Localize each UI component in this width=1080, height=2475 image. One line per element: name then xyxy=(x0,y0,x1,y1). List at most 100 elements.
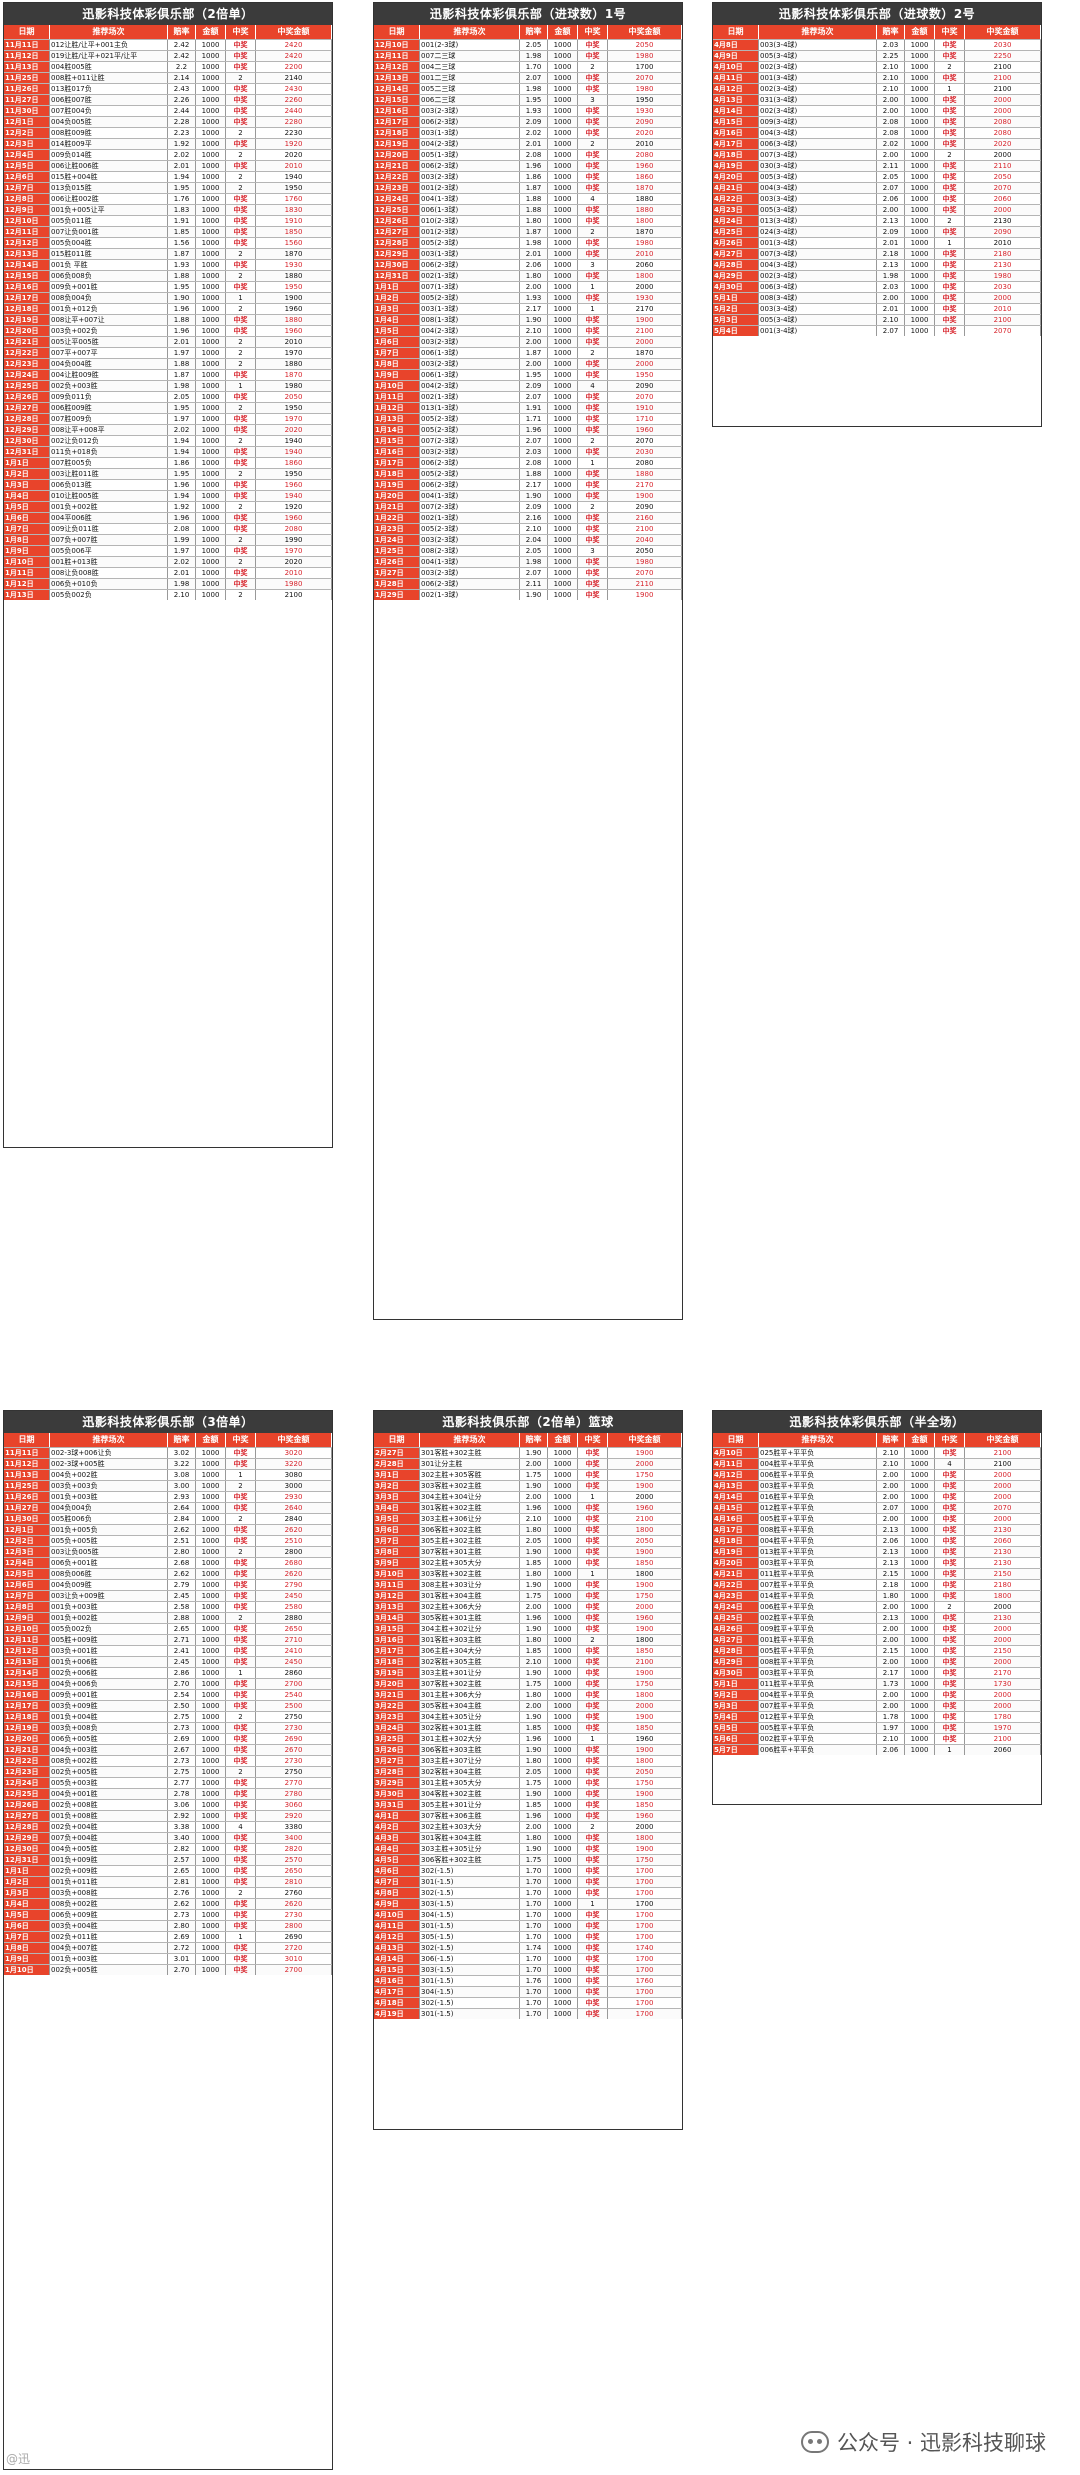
payout-cell: 2050 xyxy=(608,1767,682,1777)
table-body: 2月27日 301客胜+302主胜 1.90 1000 中奖 1900 2月28日 301让分… xyxy=(374,1447,682,2019)
match-cell: 002-3球+005胜 xyxy=(50,1459,168,1469)
table-row: 3月21日 301主胜+306大分 1.80 1000 中奖 1800 xyxy=(374,1689,682,1700)
date-cell: 12月16日 xyxy=(374,106,420,116)
amount-cell: 1000 xyxy=(905,172,935,182)
odds-cell: 2.01 xyxy=(520,249,548,259)
payout-cell: 1930 xyxy=(256,260,332,270)
amount-cell: 1000 xyxy=(548,568,578,578)
result-cell: 1 xyxy=(578,1492,608,1502)
payout-cell: 1880 xyxy=(256,271,332,281)
odds-cell: 3.02 xyxy=(168,1448,196,1458)
table-row: 12月8日 006让胜002胜 1.76 1000 中奖 1760 xyxy=(4,193,332,204)
result-cell: 1 xyxy=(578,1734,608,1744)
amount-cell: 1000 xyxy=(548,469,578,479)
date-cell: 4月17日 xyxy=(374,1987,420,1997)
payout-cell: 1730 xyxy=(965,1679,1041,1689)
table-row: 1月7日 002负+011胜 2.69 1000 1 2690 xyxy=(4,1931,332,1942)
amount-cell: 1000 xyxy=(548,370,578,380)
table-row: 12月11日 007二三球 1.98 1000 中奖 1980 xyxy=(374,50,682,61)
amount-cell: 1000 xyxy=(548,172,578,182)
amount-cell: 1000 xyxy=(905,1624,935,1634)
table-row: 3月1日 302主胜+305客胜 1.75 1000 中奖 1750 xyxy=(374,1469,682,1480)
odds-cell: 1.75 xyxy=(520,1855,548,1865)
date-cell: 11月11日 xyxy=(4,1448,50,1458)
match-cell: 002负+006胜 xyxy=(50,1668,168,1678)
amount-cell: 1000 xyxy=(196,1701,226,1711)
payout-cell: 2060 xyxy=(608,260,682,270)
table-row: 12月3日 014胜009平 1.92 1000 中奖 1920 xyxy=(4,138,332,149)
result-cell: 中奖 xyxy=(935,293,965,303)
result-cell: 中奖 xyxy=(226,458,256,468)
date-cell: 4月15日 xyxy=(713,1503,759,1513)
date-cell: 4月13日 xyxy=(374,1943,420,1953)
result-cell: 中奖 xyxy=(578,106,608,116)
match-cell: 011胜平+平平负 xyxy=(759,1569,877,1579)
amount-cell: 1000 xyxy=(548,205,578,215)
amount-cell: 1000 xyxy=(905,1536,935,1546)
table-row: 1月5日 006负+009胜 2.73 1000 中奖 2730 xyxy=(4,1909,332,1920)
amount-cell: 1000 xyxy=(905,128,935,138)
result-cell: 2 xyxy=(578,139,608,149)
date-cell: 12月5日 xyxy=(4,1569,50,1579)
date-cell: 1月21日 xyxy=(374,502,420,512)
result-cell: 中奖 xyxy=(578,568,608,578)
payout-cell: 2030 xyxy=(965,282,1041,292)
table-row: 12月24日 005负+003胜 2.77 1000 中奖 2770 xyxy=(4,1777,332,1788)
date-cell: 12月12日 xyxy=(4,238,50,248)
odds-cell: 1.70 xyxy=(520,1877,548,1887)
table-row: 3月3日 304主胜+304让分 2.00 1000 1 2000 xyxy=(374,1491,682,1502)
table-row: 12月31日 001负+009胜 2.57 1000 中奖 2570 xyxy=(4,1854,332,1865)
table-row: 1月12日 013(1-3球) 1.91 1000 中奖 1910 xyxy=(374,402,682,413)
match-cell: 302主胜+306大分 xyxy=(420,1602,520,1612)
amount-cell: 1000 xyxy=(196,1745,226,1755)
amount-cell: 1000 xyxy=(905,161,935,171)
odds-cell: 1.92 xyxy=(168,139,196,149)
amount-cell: 1000 xyxy=(196,1932,226,1942)
table-row: 4月29日 002(3-4球) 1.98 1000 中奖 1980 xyxy=(713,270,1041,281)
match-cell: 002负+008胜 xyxy=(50,1800,168,1810)
match-cell: 003负+008负 xyxy=(50,1723,168,1733)
odds-cell: 2.81 xyxy=(168,1877,196,1887)
table-row: 3月2日 303客胜+302主胜 1.90 1000 中奖 1900 xyxy=(374,1480,682,1491)
result-cell: 4 xyxy=(935,1459,965,1469)
match-cell: 306主胜+304大分 xyxy=(420,1646,520,1656)
match-cell: 006胜007胜 xyxy=(50,95,168,105)
result-cell: 中奖 xyxy=(578,1833,608,1843)
match-cell: 006(2-3球) xyxy=(420,458,520,468)
odds-cell: 1.96 xyxy=(520,161,548,171)
amount-cell: 1000 xyxy=(905,1723,935,1733)
date-cell: 1月8日 xyxy=(4,1943,50,1953)
payout-cell: 1880 xyxy=(608,194,682,204)
match-cell: 001(3-4球) xyxy=(759,73,877,83)
odds-cell: 1.97 xyxy=(877,1723,905,1733)
odds-cell: 1.94 xyxy=(168,491,196,501)
match-cell: 004二三球 xyxy=(420,62,520,72)
match-cell: 013负015胜 xyxy=(50,183,168,193)
odds-cell: 1.90 xyxy=(520,1624,548,1634)
odds-cell: 1.87 xyxy=(168,370,196,380)
header-date: 日期 xyxy=(713,1433,759,1447)
date-cell: 4月10日 xyxy=(374,1910,420,1920)
match-cell: 307客胜+306主胜 xyxy=(420,1811,520,1821)
table-row: 1月17日 006(2-3球) 2.08 1000 1 2080 xyxy=(374,457,682,468)
date-cell: 12月11日 xyxy=(374,51,420,61)
payout-cell: 2450 xyxy=(256,1657,332,1667)
date-cell: 3月7日 xyxy=(374,1536,420,1546)
date-cell: 4月18日 xyxy=(713,1536,759,1546)
result-cell: 2 xyxy=(226,172,256,182)
odds-cell: 2.10 xyxy=(520,1514,548,1524)
table-row: 12月13日 001负+006胜 2.45 1000 中奖 2450 xyxy=(4,1656,332,1667)
result-cell: 中奖 xyxy=(578,1701,608,1711)
match-cell: 301主胜+306大分 xyxy=(420,1690,520,1700)
result-cell: 中奖 xyxy=(935,128,965,138)
result-cell: 中奖 xyxy=(226,491,256,501)
match-cell: 005胜平+平平负 xyxy=(759,1514,877,1524)
date-cell: 2月28日 xyxy=(374,1459,420,1469)
amount-cell: 1000 xyxy=(196,282,226,292)
match-cell: 006负+009胜 xyxy=(50,1910,168,1920)
result-cell: 中奖 xyxy=(578,249,608,259)
odds-cell: 1.88 xyxy=(168,359,196,369)
table-row: 1月15日 007(2-3球) 2.07 1000 2 2070 xyxy=(374,435,682,446)
match-cell: 004(1-3球) xyxy=(420,491,520,501)
date-cell: 1月23日 xyxy=(374,524,420,534)
